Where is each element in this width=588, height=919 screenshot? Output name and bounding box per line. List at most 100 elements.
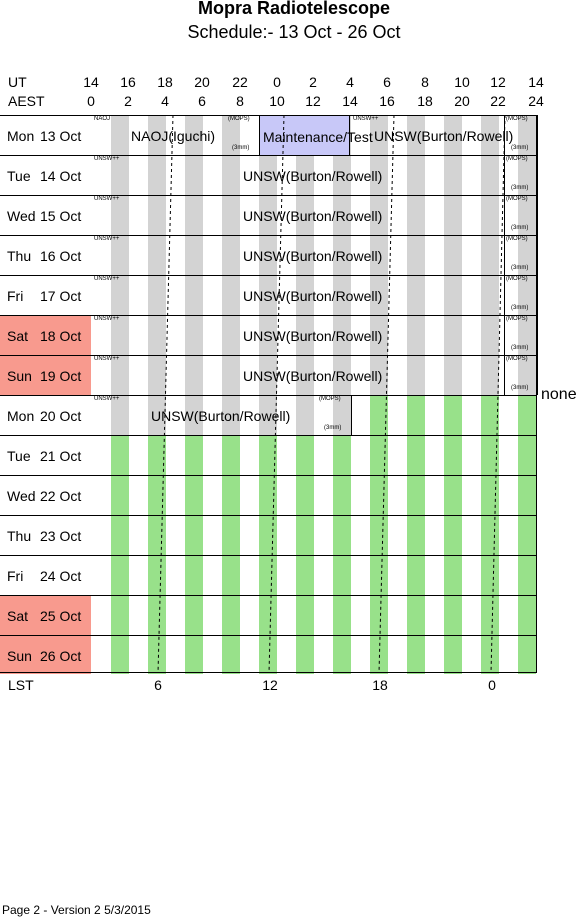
time-stripe xyxy=(370,515,388,555)
time-stripe xyxy=(185,355,203,395)
time-stripe xyxy=(370,595,388,635)
time-stripe xyxy=(296,435,314,475)
time-stripe xyxy=(518,595,536,635)
time-stripe xyxy=(222,355,240,395)
day-date: 22 Oct xyxy=(40,488,82,504)
time-stripe xyxy=(518,275,536,315)
day-of-week: Fri xyxy=(7,288,24,304)
time-stripe xyxy=(185,315,203,355)
time-stripe xyxy=(370,155,388,195)
unsw-block-label: UNSW(Burton/Rowell) xyxy=(243,168,383,184)
mm-tag: (3mm) xyxy=(511,265,529,271)
time-stripe xyxy=(407,235,425,275)
mm-tag: (3mm) xyxy=(511,305,529,311)
ut-tick: 6 xyxy=(383,74,391,90)
lst-tick-6: 6 xyxy=(154,677,162,693)
time-stripe xyxy=(333,315,351,355)
time-stripe xyxy=(481,315,499,355)
time-stripe xyxy=(444,595,462,635)
maintenance-label: Maintenance/Test xyxy=(263,129,373,145)
time-stripe xyxy=(333,635,351,674)
time-stripe xyxy=(296,595,314,635)
time-stripe xyxy=(518,115,536,155)
aest-label: AEST xyxy=(8,93,45,109)
time-stripe xyxy=(444,435,462,475)
time-stripe xyxy=(111,275,129,315)
mm-tag: (3mm) xyxy=(232,145,250,151)
lst-tick-0: 0 xyxy=(488,677,496,693)
time-stripe xyxy=(481,275,499,315)
time-stripe xyxy=(296,475,314,515)
mm-tag: (3mm) xyxy=(511,145,529,151)
block-separator xyxy=(504,315,505,355)
day-of-week: Fri xyxy=(7,568,24,584)
mops-tag: (MOPS) xyxy=(506,316,528,322)
time-stripe xyxy=(259,395,277,435)
unsw-block-label: UNSW(Burton/Rowell) xyxy=(243,248,383,264)
time-stripe xyxy=(370,315,388,355)
time-stripe xyxy=(148,155,166,195)
mops-tag: (MOPS) xyxy=(506,156,528,162)
time-stripe xyxy=(148,235,166,275)
ut-tick: 18 xyxy=(157,74,173,90)
time-stripe xyxy=(333,395,351,435)
time-stripe xyxy=(333,595,351,635)
unsw-block-label: UNSW(Burton/Rowell) xyxy=(243,208,383,224)
day-cell: Wed 22 Oct xyxy=(0,475,91,515)
day-cell: Fri 17 Oct xyxy=(0,275,91,315)
schedule-grid: NAOJ NAOJ(Iguchi) (MOPS) (3mm) Maintenance/T… xyxy=(91,115,538,674)
time-stripe xyxy=(296,155,314,195)
time-stripe xyxy=(259,435,277,475)
time-stripe xyxy=(259,195,277,235)
row-divider xyxy=(91,635,537,636)
time-stripe xyxy=(481,595,499,635)
day-cell: Tue 14 Oct xyxy=(0,155,91,195)
mm-tag: (3mm) xyxy=(511,225,529,231)
day-of-week: Sat xyxy=(7,328,29,344)
day-cell: Sun 26 Oct xyxy=(0,635,91,674)
time-stripe xyxy=(111,315,129,355)
time-stripe xyxy=(481,115,499,155)
row-divider xyxy=(91,355,537,356)
time-stripe xyxy=(296,235,314,275)
page-subtitle: Schedule:- 13 Oct - 26 Oct xyxy=(187,22,401,42)
day-date: 17 Oct xyxy=(40,288,82,304)
aest-tick: 12 xyxy=(305,93,321,109)
time-stripe xyxy=(370,275,388,315)
time-stripe xyxy=(296,275,314,315)
ut-tick: 22 xyxy=(232,74,248,90)
mops-tag: (MOPS) xyxy=(506,276,528,282)
time-stripe xyxy=(407,355,425,395)
time-stripe xyxy=(111,395,129,435)
time-stripe xyxy=(111,475,129,515)
day-of-week: Thu xyxy=(7,528,32,544)
mops-tag: (MOPS) xyxy=(319,396,341,402)
time-stripe xyxy=(222,555,240,595)
time-stripe xyxy=(444,115,462,155)
time-stripe xyxy=(333,355,351,395)
time-stripe xyxy=(407,195,425,235)
lst-label: LST xyxy=(8,677,34,693)
time-stripe xyxy=(259,275,277,315)
time-stripe xyxy=(444,235,462,275)
time-stripe xyxy=(333,475,351,515)
time-stripe xyxy=(296,635,314,674)
row-divider xyxy=(91,275,537,276)
time-stripe xyxy=(185,115,203,155)
day-cell: Sat 25 Oct xyxy=(0,595,91,635)
time-stripe xyxy=(185,475,203,515)
time-stripe xyxy=(222,595,240,635)
aest-tick: 6 xyxy=(198,93,206,109)
lst-tick-12: 12 xyxy=(262,677,278,693)
day-cell: Sat 18 Oct xyxy=(0,315,91,355)
ut-tick: 2 xyxy=(309,74,317,90)
mm-tag: (3mm) xyxy=(324,425,342,431)
day-of-week: Tue xyxy=(7,448,31,464)
time-stripe xyxy=(185,595,203,635)
time-stripe xyxy=(407,395,425,435)
time-stripe xyxy=(111,195,129,235)
ut-tick: 16 xyxy=(120,74,136,90)
time-stripe xyxy=(333,515,351,555)
time-stripe xyxy=(259,355,277,395)
day-date: 15 Oct xyxy=(40,208,82,224)
